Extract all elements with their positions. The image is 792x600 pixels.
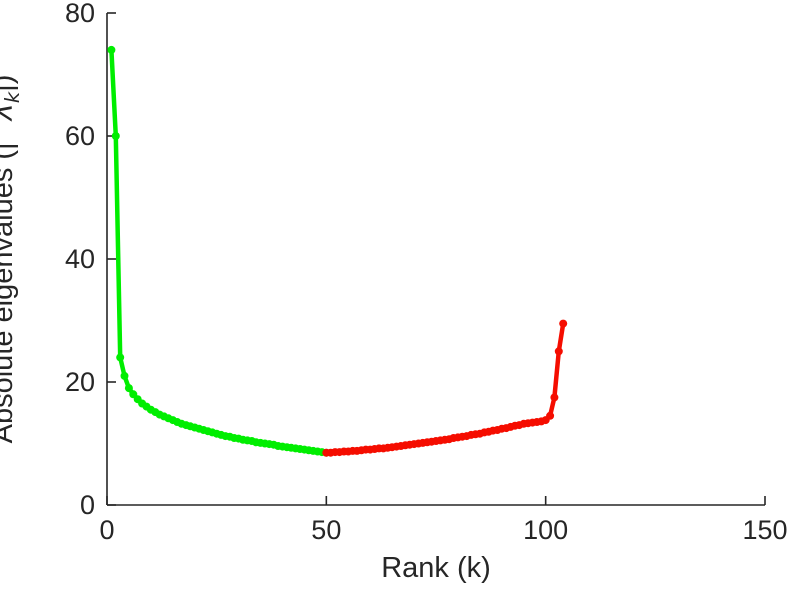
y-tick-label: 40 — [65, 244, 95, 274]
y-tick-label: 80 — [65, 0, 95, 28]
y-axis-label-prefix: Absolute eigenvalues (| — [0, 142, 20, 444]
leading-eigenvalues-green-marker — [120, 371, 129, 380]
x-tick-label: 150 — [742, 515, 787, 545]
y-tick-label: 20 — [65, 367, 95, 397]
y-tick-label: 0 — [80, 490, 95, 520]
lambda-symbol: λ — [0, 103, 19, 120]
leading-eigenvalues-green-marker — [107, 45, 116, 54]
trailing-eigenvalues-red-marker — [546, 411, 555, 420]
trailing-eigenvalues-red-marker — [550, 393, 559, 402]
trailing-eigenvalues-red-marker — [559, 319, 568, 328]
lambda-subscript: k — [1, 91, 24, 104]
x-axis-label: Rank (k) — [0, 552, 792, 585]
x-axis-label-text: Rank (k) — [381, 552, 491, 584]
x-tick-label: 100 — [523, 515, 568, 545]
x-tick-label: 0 — [99, 515, 114, 545]
trailing-eigenvalues-red-marker — [554, 347, 563, 356]
y-tick-label: 60 — [65, 121, 95, 151]
leading-eigenvalues-green-line — [109, 47, 329, 455]
trailing-eigenvalues-red-line — [324, 321, 566, 455]
x-tick-label: 50 — [311, 515, 341, 545]
leading-eigenvalues-green-marker — [124, 384, 133, 393]
leading-eigenvalues-green-marker — [111, 132, 120, 140]
leading-eigenvalues-green-marker — [116, 353, 125, 362]
y-axis-label: Absolute eigenvalues (| λk|) — [0, 75, 24, 444]
y-axis-label-suffix: |) — [0, 74, 20, 92]
